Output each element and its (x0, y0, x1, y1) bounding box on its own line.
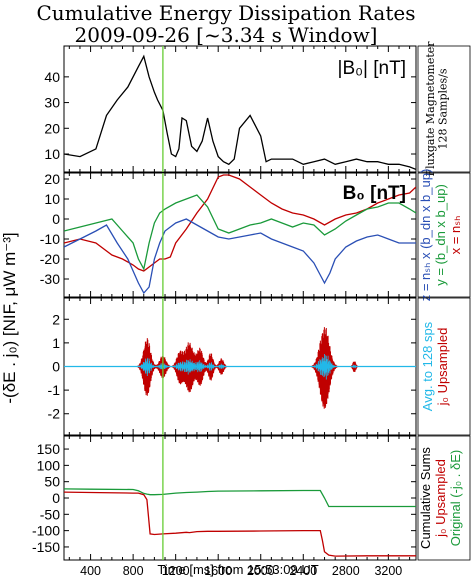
x-tick-label: 800 (123, 564, 144, 578)
x-axis-label: Time [ms] from 15:53:09 UT (157, 562, 318, 577)
side-label: Fluxgate Magnetometer128 Samples/s (424, 41, 450, 177)
y-tick-label: 0 (52, 211, 60, 227)
x-tick-label: 2000 (247, 564, 275, 578)
panel-annotation: |B₀| [nT] (338, 58, 406, 79)
plot-area (64, 174, 416, 295)
y-tick-label: 2 (52, 311, 60, 327)
y-tick-label: -150 (32, 539, 60, 555)
side-label-line: 128 Samples/s (437, 68, 450, 149)
series-line-2 (64, 491, 416, 557)
panel-1: 10 20 30 40 |B₀| [nT] Fluxgate Magnetometer12… (44, 41, 471, 177)
y-tick-label: -30 (40, 271, 60, 287)
side-label-line: j₀ Upsampled (433, 459, 448, 538)
side-panel: z = nₛₕ x (b_dn x b_up)y = (b_dn x b_up)… (417, 169, 471, 302)
series-line-1 (64, 174, 416, 272)
plot-frame (63, 172, 417, 298)
side-label-line: z = nₛₕ x (b_dn x b_up) (418, 169, 433, 302)
y-tick-label: 40 (44, 69, 60, 85)
series-line-2 (64, 194, 416, 271)
side-label-line: j₀ Upsampled (435, 328, 450, 407)
side-label-line: Fluxgate Magnetometer (424, 41, 437, 177)
y-tick-label: -10 (40, 231, 60, 247)
x-tick-label: 400 (80, 564, 101, 578)
side-label-line: Original (-j₀ . δE) (448, 450, 463, 546)
panel-annotation: B₀ [nT] (343, 183, 406, 204)
chart-title-line2: 2009-09-26 [~3.34 s Window] (75, 23, 378, 47)
x-tick-label: 2800 (332, 564, 360, 578)
plot-area (64, 327, 416, 409)
side-label-line: Avg. to 128 sps (420, 321, 435, 411)
y-tick-label: 20 (44, 171, 60, 187)
plot-frame (63, 45, 417, 173)
side-frame (417, 172, 471, 298)
y-tick-label: 10 (44, 191, 60, 207)
y-tick-label: 1 (52, 335, 60, 351)
side-label: Avg. to 128 spsj₀ Upsampled (420, 321, 450, 411)
side-label-line: x = nₛₕ (448, 216, 463, 255)
panel-2: -30 -20 -10 0 10 20 B₀ [nT] z = nₛₕ x (b_dn x b… (40, 169, 471, 302)
series-line-1 (64, 54, 416, 171)
y-tick-label: 10 (44, 146, 60, 162)
y-tick-label: 50 (44, 474, 60, 490)
side-panel: Avg. to 128 spsj₀ Upsampled (417, 297, 471, 436)
x-tick-label: 1600 (204, 564, 232, 578)
x-tick-label: 1200 (162, 564, 190, 578)
side-panel: Fluxgate Magnetometer128 Samples/s (417, 41, 471, 177)
y-tick-label: 20 (44, 120, 60, 136)
side-label-line: Cumulative Sums (418, 447, 433, 549)
y-tick-label: 0 (52, 490, 60, 506)
side-panel: Cumulative Sumsj₀ UpsampledOriginal (-j₀… (417, 435, 471, 561)
plot-area (64, 488, 416, 557)
series-line-1 (64, 488, 416, 508)
y-tick-label: 30 (44, 95, 60, 111)
side-label: Cumulative Sumsj₀ UpsampledOriginal (-j₀… (418, 447, 463, 549)
side-frame (417, 435, 471, 561)
x-tick-label: 3200 (374, 564, 402, 578)
y-tick-label: 0 (52, 359, 60, 375)
side-label: z = nₛₕ x (b_dn x b_up)y = (b_dn x b_up)… (418, 169, 463, 302)
y-tick-label: -20 (40, 251, 60, 267)
series-line-3 (64, 218, 416, 295)
y-axis-label: -(δE . j₀) [NIF, μW m⁻³] (0, 232, 19, 403)
side-frame (417, 45, 471, 173)
y-tick-label: 100 (37, 457, 61, 473)
plot-frame (63, 435, 417, 561)
plot-area (64, 54, 416, 171)
y-tick-label: 150 (37, 441, 61, 457)
side-label-line: y = (b_dn x b_up) (433, 184, 448, 286)
panel-3: -2 -1 0 1 2 Avg. to 128 spsj₀ Upsampled (48, 297, 471, 436)
chart-title-line1: Cumulative Energy Dissipation Rates (37, 1, 416, 25)
y-tick-label: -100 (32, 523, 60, 539)
y-tick-label: -50 (40, 506, 60, 522)
y-tick-label: -1 (48, 382, 61, 398)
side-frame (417, 297, 471, 436)
x-tick-label: 2400 (289, 564, 317, 578)
y-tick-label: -2 (48, 406, 61, 422)
